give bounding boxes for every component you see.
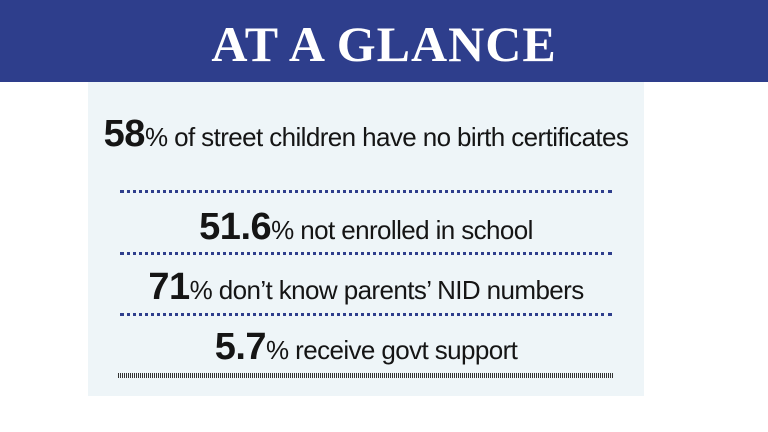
page-title: AT A GLANCE: [211, 16, 557, 72]
stat-text: % not enrolled in school: [271, 215, 533, 245]
stat-value: 5.7: [214, 326, 267, 368]
dotted-divider: [120, 252, 612, 255]
stat-item-school-enrolment: 51.6% not enrolled in school: [88, 205, 644, 251]
dotted-divider: [120, 190, 612, 193]
stat-item-govt-support: 5.7% receive govt support: [88, 325, 644, 371]
end-rule: [118, 373, 614, 378]
dotted-divider: [120, 313, 612, 316]
stat-item-nid-numbers: 71% don’t know parents’ NID numbers: [88, 265, 644, 311]
stats-panel: 58% of street children have no birth cer…: [88, 82, 644, 396]
stat-value: 71: [148, 266, 190, 308]
stat-value: 58: [103, 113, 146, 155]
stat-text: % don’t know parents’ NID numbers: [189, 275, 585, 305]
stat-text: % receive govt support: [266, 335, 518, 365]
stat-item-birth-certificates: 58% of street children have no birth cer…: [88, 112, 644, 158]
header-banner: AT A GLANCE: [0, 0, 768, 82]
stat-text: % of street children have no birth certi…: [144, 122, 629, 152]
stat-value: 51.6: [199, 206, 272, 248]
